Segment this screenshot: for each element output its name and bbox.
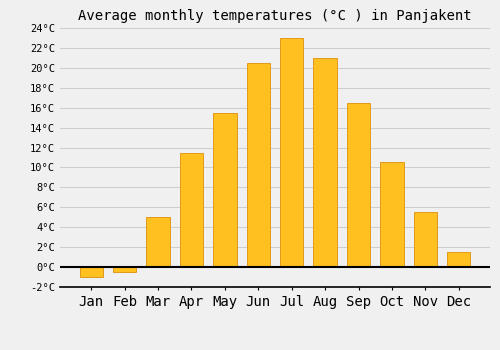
Bar (447, 252, 470, 267)
Bar (380, 162, 404, 267)
Bar (146, 217, 170, 267)
Bar (314, 58, 337, 267)
Title: Average monthly temperatures (°C ) in Panjakent: Average monthly temperatures (°C ) in Pa… (78, 9, 472, 23)
Bar (213, 113, 236, 267)
Bar (246, 63, 270, 267)
Bar (347, 103, 370, 267)
Bar (80, 267, 103, 277)
Bar (180, 153, 203, 267)
Bar (113, 267, 136, 272)
Bar (414, 212, 437, 267)
Bar (280, 38, 303, 267)
